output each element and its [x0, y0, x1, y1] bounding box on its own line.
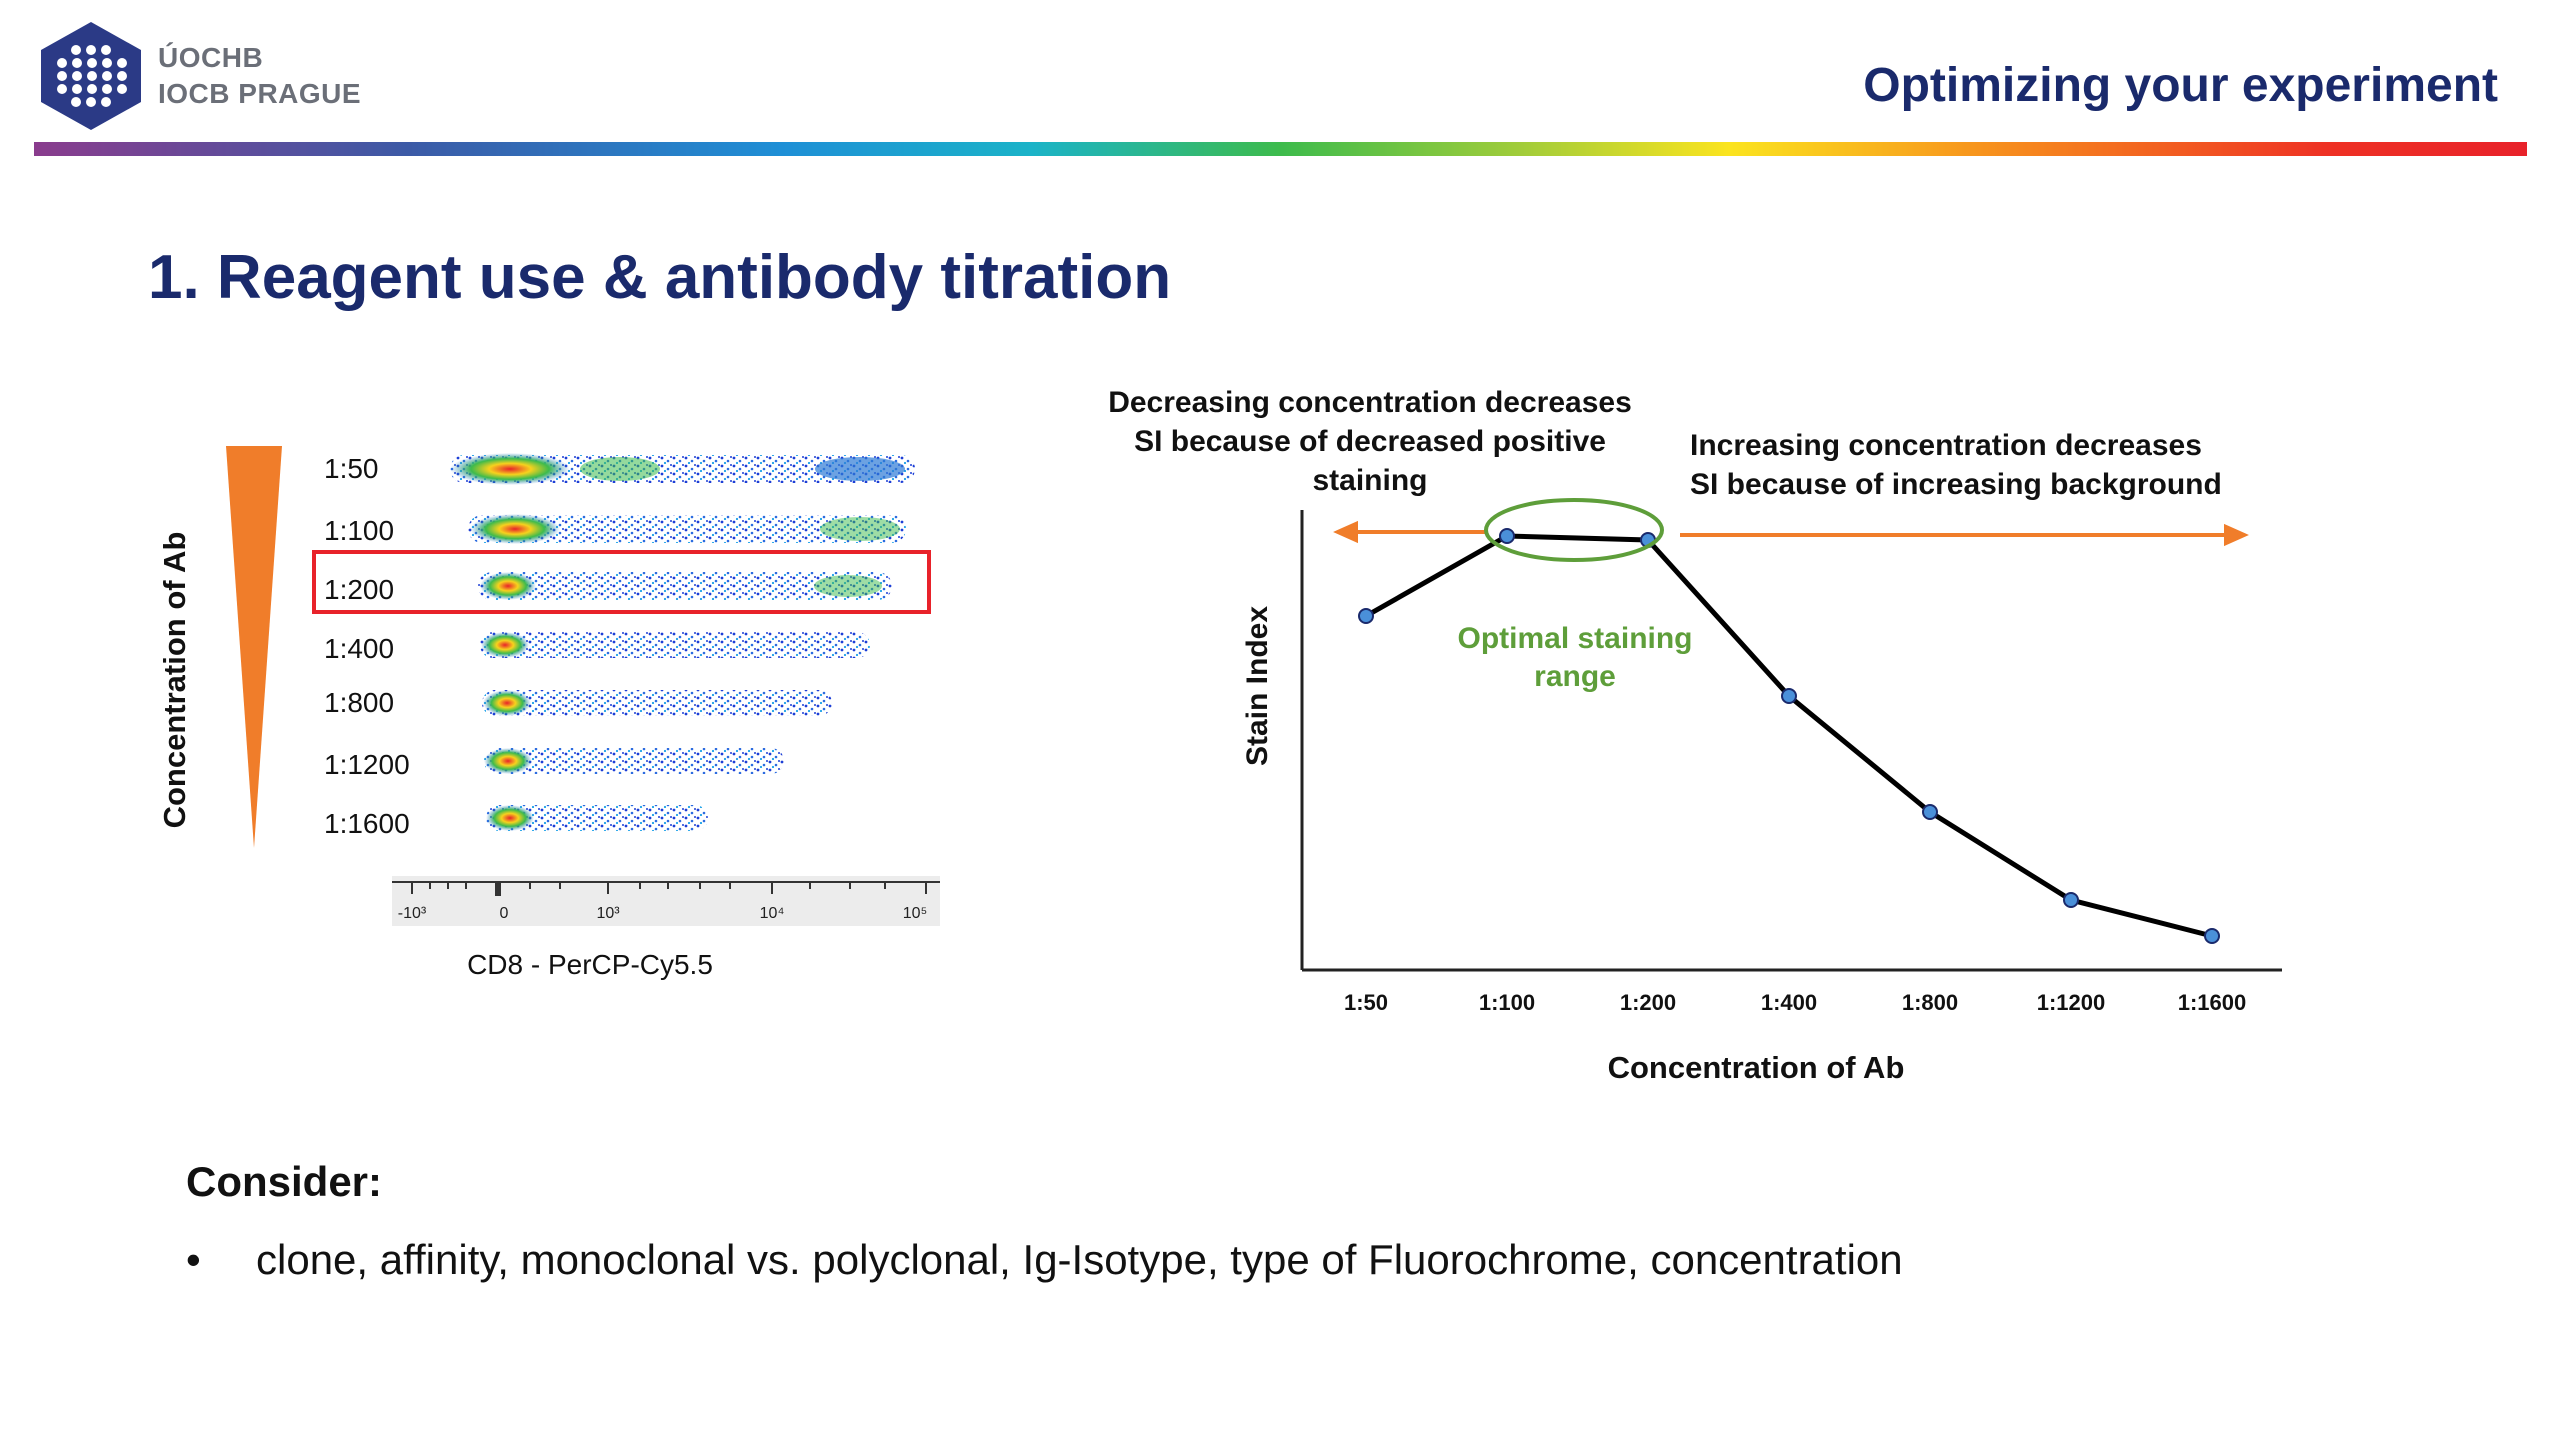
- highlight-box: [312, 550, 931, 614]
- dilution-label: 1:800: [324, 687, 394, 718]
- x-tick-label: 1:100: [1479, 990, 1535, 1015]
- optimal-range-ellipse: [1484, 498, 1664, 562]
- logo-line-1: ÚOCHB: [158, 42, 264, 73]
- x-tick-label: 1:1600: [2178, 990, 2247, 1015]
- consider-bullet-item: • clone, affinity, monoclonal vs. polyclo…: [186, 1236, 1903, 1284]
- x-tick-label: 1:200: [1620, 990, 1676, 1015]
- right-arrow-head: [2224, 523, 2249, 547]
- flow-tick-label: 10⁴: [760, 905, 785, 922]
- flow-plots: [450, 453, 915, 831]
- bullet-marker: •: [186, 1236, 201, 1283]
- data-point: [1781, 688, 1797, 704]
- annotation-left-line: staining: [1312, 464, 1427, 497]
- iocb-logo: [36, 20, 416, 132]
- consider-heading: Consider:: [186, 1158, 383, 1205]
- flow-y-label: Concentration of Ab: [157, 532, 192, 829]
- dilution-label: 1:100: [324, 515, 394, 546]
- consider-item-text: clone, affinity, monoclonal vs. polyclon…: [256, 1236, 1903, 1283]
- flow-plot-row: [480, 632, 870, 658]
- optimal-label-line: Optimal staining: [1457, 622, 1692, 655]
- series-line: [1364, 533, 2213, 939]
- rainbow-divider: [34, 142, 2527, 156]
- x-tick-label: 1:50: [1344, 990, 1388, 1015]
- flow-plot-row: [478, 572, 892, 600]
- dilution-label: 1:200: [324, 574, 394, 605]
- annotation-right-line: Increasing concentration decreases: [1690, 429, 2202, 462]
- chart-y-label: Stain Index: [1241, 606, 1274, 766]
- chart-x-label: Concentration of Ab: [1608, 1050, 1905, 1085]
- slide-title: 1. Reagent use & antibody titration: [148, 243, 1172, 312]
- concentration-triangle: [226, 446, 282, 848]
- logo-text: ÚOCHB IOCB PRAGUE: [158, 40, 361, 112]
- flow-x-label: CD8 - PerCP-Cy5.5: [467, 949, 713, 980]
- flow-tick-label: 10³: [596, 905, 620, 922]
- data-point: [2063, 892, 2079, 908]
- annotation-left-line: Decreasing concentration decreases: [1108, 386, 1632, 419]
- logo-line-2: IOCB PRAGUE: [158, 78, 362, 109]
- annotation-right-line: SI because of increasing background: [1690, 468, 2222, 501]
- dilution-label: 1:1200: [324, 749, 410, 780]
- left-arrow-head: [1333, 520, 1358, 544]
- x-tick-label: 1:1200: [2037, 990, 2106, 1015]
- logo-hexagon-icon: [41, 22, 141, 130]
- dilution-label: 1:1600: [324, 808, 410, 839]
- x-tick-label: 1:800: [1902, 990, 1958, 1015]
- data-point: [2204, 928, 2220, 944]
- flow-tick-label: -10³: [398, 905, 427, 922]
- flow-plot-row: [484, 748, 784, 774]
- header-title: Optimizing your experiment: [1863, 59, 2498, 112]
- dilution-label: 1:50: [324, 453, 379, 484]
- flow-plot-row: [450, 453, 915, 485]
- flow-tick-label: 0: [500, 905, 509, 922]
- optimal-label-line: range: [1534, 660, 1616, 693]
- flow-plot-row: [468, 514, 906, 544]
- data-point: [1922, 804, 1938, 820]
- flow-plot-row: [486, 805, 708, 831]
- x-tick-label: 1:400: [1761, 990, 1817, 1015]
- annotation-left-line: SI because of decreased positive: [1134, 425, 1606, 458]
- flow-plot-row: [482, 690, 832, 716]
- data-point: [1499, 528, 1515, 544]
- dilution-label: 1:400: [324, 633, 394, 664]
- flow-tick-label: 10⁵: [903, 905, 927, 922]
- data-point: [1358, 608, 1374, 624]
- stain-index-chart: Decreasing concentration decreases SI be…: [1108, 386, 2282, 1085]
- flow-x-axis: -10³ 0 10³ 10⁴ 10⁵: [392, 876, 940, 926]
